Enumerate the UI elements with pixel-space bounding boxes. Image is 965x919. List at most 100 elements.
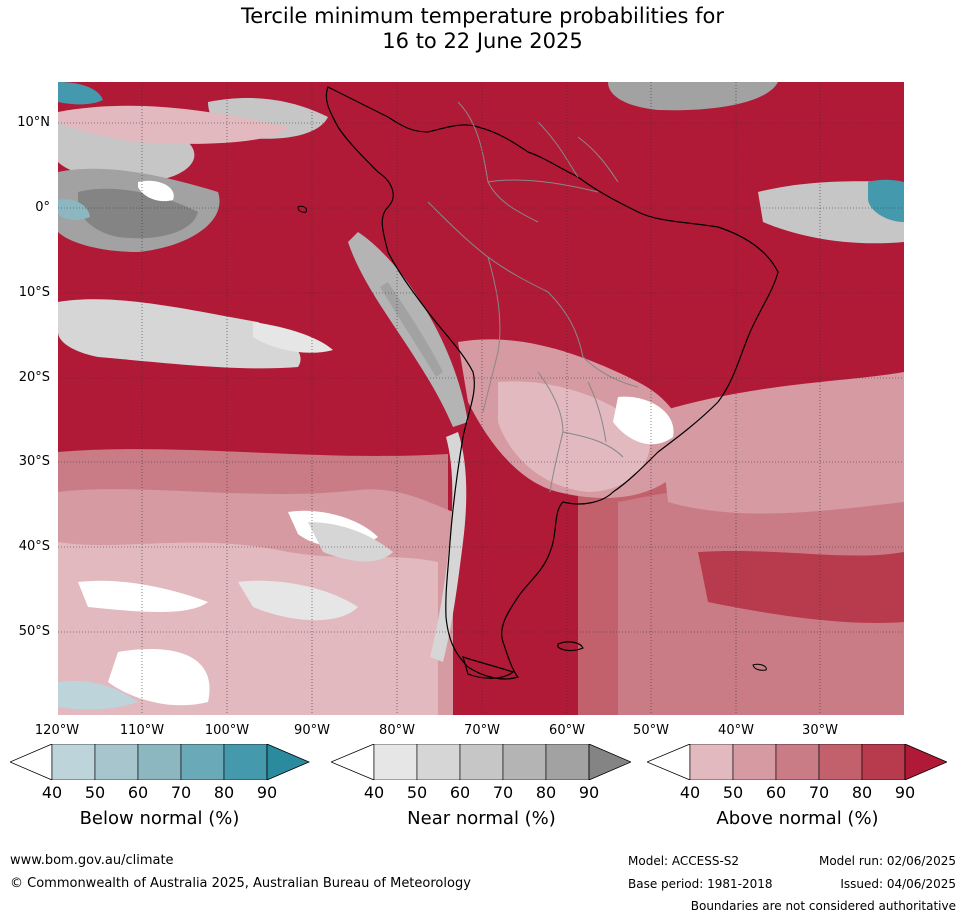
latitude-label: 0° [35, 200, 50, 215]
latitude-label: 10°S [18, 285, 50, 300]
title-line-1: Tercile minimum temperature probabilitie… [240, 4, 725, 28]
map-canvas [58, 82, 904, 715]
legend-tick-label: 40 [363, 783, 385, 802]
pacific-grey-4 [58, 299, 301, 369]
legend-swatch [137, 744, 182, 780]
pacific-grey-3 [78, 188, 198, 239]
legend-swatch [775, 744, 820, 780]
latitude-label: 50°S [18, 624, 50, 639]
falkland-islands [557, 641, 584, 652]
longitude-label: 50°W [633, 723, 669, 738]
interior-white [613, 396, 674, 445]
legend-tick-label: 70 [170, 783, 192, 802]
footer-website: www.bom.gov.au/climate [10, 853, 174, 868]
atlantic-grey-2 [758, 181, 904, 244]
legend-tick-label: 80 [535, 783, 557, 802]
longitude-label: 100°W [204, 723, 250, 738]
country-borders [427, 101, 639, 493]
footer-base-period: Base period: 1981-2018 [628, 877, 773, 891]
southwest-blue [58, 680, 138, 710]
footer-issued: Issued: 04/06/2025 [840, 877, 956, 891]
pacific-blue-1 [58, 82, 103, 105]
atlantic-blue [868, 179, 904, 222]
legend-swatch [502, 744, 547, 780]
chile-coast-grey [430, 432, 467, 662]
legend-low-arrow [331, 744, 375, 780]
longitude-label: 110°W [119, 723, 165, 738]
legend-swatch [545, 744, 590, 780]
map-title: Tercile minimum temperature probabilitie… [0, 4, 965, 54]
latitude-label: 20°S [18, 370, 50, 385]
south-white-2 [108, 649, 210, 706]
legend-swatch [689, 744, 734, 780]
legend-title: Near normal (%) [407, 808, 556, 829]
legend-tick-label: 80 [213, 783, 235, 802]
longitude-label: 90°W [294, 723, 330, 738]
legend-swatch [416, 744, 461, 780]
latitude-label: 10°N [17, 115, 50, 130]
interior-zone-50 [498, 381, 650, 492]
south-georgia [752, 663, 767, 671]
legend-tick-label: 90 [578, 783, 600, 802]
longitude-label: 120°W [34, 723, 80, 738]
south-grey-1 [308, 522, 393, 562]
longitude-label: 80°W [379, 723, 415, 738]
legend-low-arrow [10, 744, 53, 780]
pacific-white-2 [253, 322, 333, 353]
gridlines [58, 82, 904, 715]
legend-swatch [732, 744, 777, 780]
south-white-1 [78, 580, 208, 612]
footer-copyright: © Commonwealth of Australia 2025, Austra… [10, 876, 471, 891]
latitude-label: 40°S [18, 539, 50, 554]
legend-colorbar [331, 744, 631, 780]
legend-tick-label: 70 [492, 783, 514, 802]
legend-swatch [373, 744, 418, 780]
south-america-coastline [325, 86, 779, 680]
south-grey-2 [238, 580, 358, 621]
title-line-2: 16 to 22 June 2025 [382, 29, 583, 53]
legend-swatch [861, 744, 906, 780]
legend-tick-label: 60 [449, 783, 471, 802]
legend-tick-label: 60 [765, 783, 787, 802]
longitude-label: 40°W [718, 723, 754, 738]
andes-grey-80 [380, 282, 443, 377]
legend-tick-label: 90 [894, 783, 916, 802]
legend-title: Above normal (%) [716, 808, 879, 829]
legend-high-arrow [904, 744, 947, 780]
legend-swatch [180, 744, 225, 780]
probability-map [58, 82, 904, 715]
legend-swatch [223, 744, 268, 780]
legend-tick-label: 50 [84, 783, 106, 802]
north-pale-1 [58, 105, 288, 144]
atlantic-grey-1 [608, 82, 778, 111]
legend-tick-label: 90 [256, 783, 278, 802]
longitude-label: 60°W [549, 723, 585, 738]
legend-low-arrow [647, 744, 691, 780]
atlantic-dark-band [698, 550, 904, 623]
legend-tick-label: 60 [127, 783, 149, 802]
legend-swatch [51, 744, 96, 780]
pacific-white-1 [138, 180, 174, 202]
longitude-label: 30°W [802, 723, 838, 738]
legend-high-arrow [588, 744, 631, 780]
footer-model: Model: ACCESS-S2 [628, 854, 740, 868]
legend-swatch [818, 744, 863, 780]
legend-tick-label: 70 [808, 783, 830, 802]
legend-swatch [94, 744, 139, 780]
legend-title: Below normal (%) [79, 808, 240, 829]
legend-tick-label: 40 [41, 783, 63, 802]
legend-tick-label: 50 [722, 783, 744, 802]
legend-colorbar [10, 744, 310, 780]
latitude-label: 30°S [18, 454, 50, 469]
legend-high-arrow [266, 744, 310, 780]
legend-tick-label: 80 [851, 783, 873, 802]
galapagos-islands [297, 205, 307, 213]
legend-swatch [459, 744, 504, 780]
footer-disclaimer: Boundaries are not considered authoritat… [690, 899, 956, 913]
footer-model-run: Model run: 02/06/2025 [818, 854, 956, 868]
legend-tick-label: 40 [679, 783, 701, 802]
legend-tick-label: 50 [406, 783, 428, 802]
legend-colorbar [647, 744, 947, 780]
longitude-label: 70°W [464, 723, 500, 738]
pacific-blue-2 [58, 199, 90, 220]
